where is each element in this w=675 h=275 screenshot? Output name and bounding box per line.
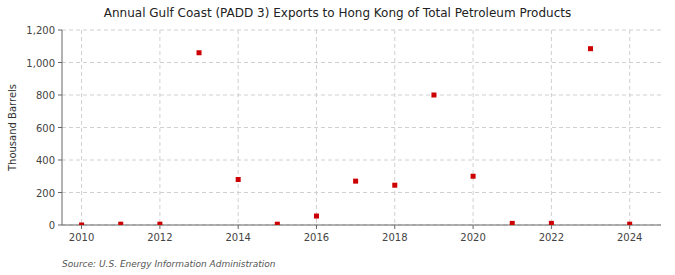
x-tick bbox=[551, 225, 552, 229]
point bbox=[353, 179, 358, 184]
title: Annual Gulf Coast (PADD 3) Exports to Ho… bbox=[104, 6, 571, 20]
x-grid-line bbox=[316, 30, 317, 225]
y-tick-label: 400 bbox=[36, 155, 55, 166]
points bbox=[79, 46, 632, 225]
chart-svg: Annual Gulf Coast (PADD 3) Exports to Ho… bbox=[0, 0, 675, 275]
x-grid-line bbox=[159, 30, 160, 225]
y-tick bbox=[58, 225, 62, 226]
x-tick bbox=[394, 225, 395, 229]
x-grid-line bbox=[238, 30, 239, 225]
x-grid-line bbox=[473, 30, 474, 225]
point bbox=[157, 222, 162, 225]
point bbox=[549, 221, 554, 225]
point bbox=[431, 93, 436, 98]
x-tick-label: 2012 bbox=[147, 232, 172, 243]
x-grid-line bbox=[551, 30, 552, 225]
point bbox=[197, 50, 202, 55]
point bbox=[275, 222, 280, 225]
x-tick-label: 2016 bbox=[304, 232, 329, 243]
point bbox=[471, 174, 476, 179]
y-axis-line bbox=[62, 30, 63, 225]
y-tick-label: 600 bbox=[36, 123, 55, 134]
y-tick-label: 200 bbox=[36, 188, 55, 199]
y-tick bbox=[58, 127, 62, 128]
x-tick bbox=[81, 225, 82, 229]
x-tick-label: 2014 bbox=[225, 232, 250, 243]
y-tick-label: 0 bbox=[49, 220, 55, 231]
y-tick bbox=[58, 192, 62, 193]
y-tick bbox=[58, 95, 62, 96]
point bbox=[79, 223, 84, 226]
x-grid-line bbox=[81, 30, 82, 225]
x-tick-label: 2024 bbox=[617, 232, 642, 243]
y-tick bbox=[58, 160, 62, 161]
y-tick-label: 1,200 bbox=[26, 25, 55, 36]
x-tick-label: 2010 bbox=[69, 232, 94, 243]
y-grid-line bbox=[62, 160, 661, 161]
x-tick bbox=[159, 225, 160, 229]
y-tick-label: 800 bbox=[36, 90, 55, 101]
point bbox=[314, 214, 319, 219]
point bbox=[627, 222, 632, 225]
y-grid-line bbox=[62, 30, 661, 31]
x-grid-line bbox=[394, 30, 395, 225]
point bbox=[118, 222, 123, 225]
point bbox=[236, 177, 241, 182]
y-grid-line bbox=[62, 192, 661, 193]
x-tick bbox=[238, 225, 239, 229]
axes: 0 200 400 600 800 1,000 1,200 2010 2012 2014 2016 2… bbox=[26, 25, 661, 243]
point bbox=[392, 183, 397, 188]
x-grid-line bbox=[629, 30, 630, 225]
x-tick-label: 2018 bbox=[382, 232, 407, 243]
point bbox=[588, 46, 593, 51]
x-tick bbox=[629, 225, 630, 229]
x-tick-label: 2020 bbox=[460, 232, 485, 243]
y-grid-line bbox=[62, 127, 661, 128]
point bbox=[510, 221, 515, 225]
y-grid-line bbox=[62, 225, 661, 226]
x-tick-label: 2022 bbox=[539, 232, 564, 243]
y-tick-label: 1,000 bbox=[26, 58, 55, 69]
x-tick bbox=[316, 225, 317, 229]
y-tick bbox=[58, 62, 62, 63]
y-grid-line bbox=[62, 95, 661, 96]
source: Source: U.S. Energy Information Administ… bbox=[62, 259, 276, 269]
x-tick bbox=[473, 225, 474, 229]
x-axis-line bbox=[62, 225, 661, 226]
y-grid-line bbox=[62, 62, 661, 63]
y-tick bbox=[58, 30, 62, 31]
y-axis-label: Thousand Barrels bbox=[7, 84, 18, 172]
chart-container: Annual Gulf Coast (PADD 3) Exports to Ho… bbox=[0, 0, 675, 275]
grid bbox=[62, 30, 661, 225]
